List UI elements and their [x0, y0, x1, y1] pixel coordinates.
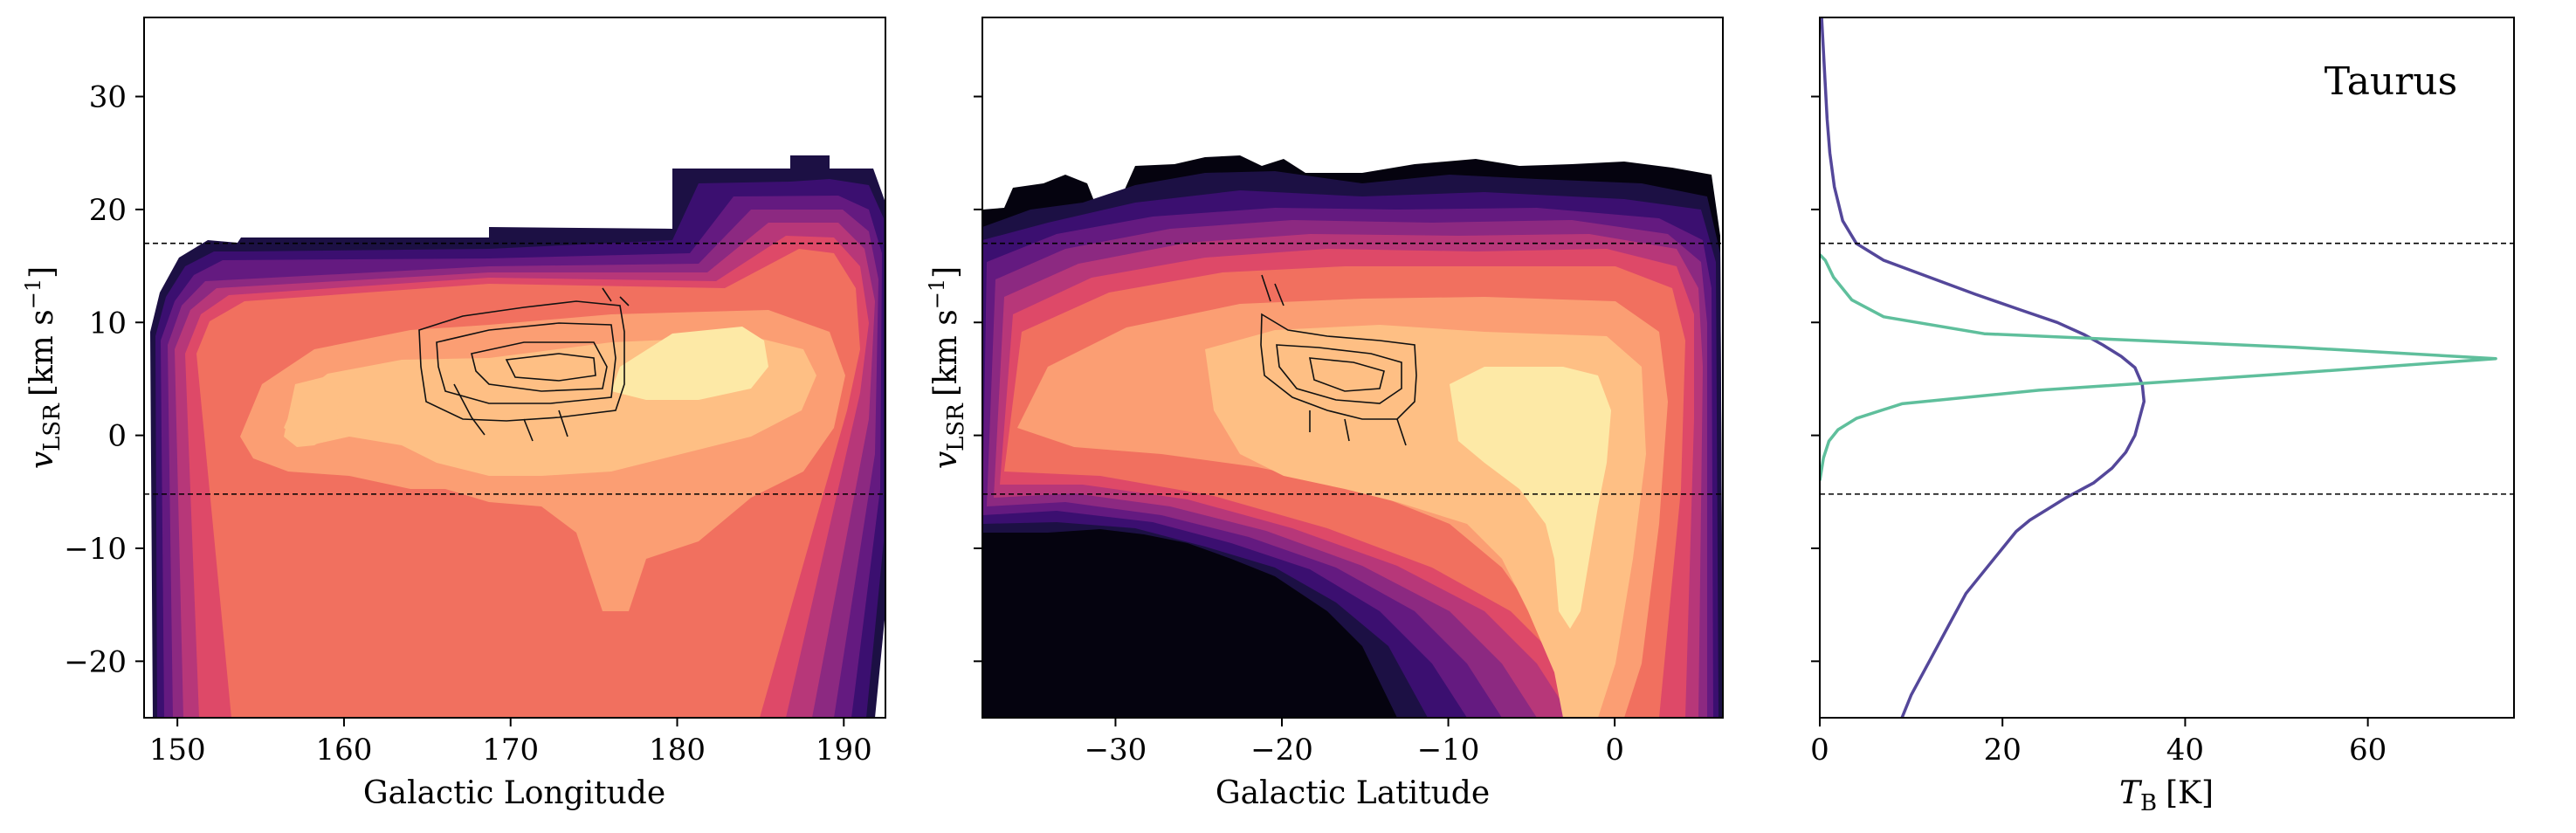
bv-xtick-label: −20	[1250, 733, 1313, 768]
lv-xtick-label: 170	[482, 733, 539, 768]
lv-ticks: 150 160 170 180 190 30 20 10 0 −10 −20	[64, 80, 872, 768]
lv-xtick-label: 150	[149, 733, 206, 768]
sp-axes-frame	[1819, 17, 2515, 719]
lv-xtick-label: 190	[816, 733, 872, 768]
bv-xtick-label: −10	[1417, 733, 1480, 768]
bv-ylabel: vLSR[km s−1]	[925, 266, 969, 469]
lv-ytick-label: 10	[89, 306, 127, 341]
lv-level-10	[611, 327, 768, 400]
spectrum-line-1	[1820, 17, 2146, 718]
sp-xlabel: TB [K]	[2119, 775, 2214, 816]
panel-latitude-velocity: −30 −20 −10 0 Galactic Latitude vLSR[km s−1…	[925, 17, 1724, 811]
region-annotation: Taurus	[2325, 59, 2457, 104]
lv-ylabel: vLSR[km s−1]	[21, 266, 65, 469]
lv-xlabel: Galactic Longitude	[363, 775, 665, 811]
panel-longitude-velocity: 150 160 170 180 190 30 20 10 0 −10 −20 Galactic Lo…	[21, 17, 886, 811]
spectrum-series	[1820, 17, 2497, 718]
lv-axes-frame	[143, 17, 886, 719]
bv-xtick-label: −30	[1085, 733, 1147, 768]
lv-level-9b	[284, 377, 341, 447]
lv-ytick-label: 20	[89, 193, 127, 228]
bv-level-11	[1450, 367, 1611, 629]
sp-xtick-label: 20	[1984, 733, 2022, 768]
bv-contours	[1260, 274, 1417, 446]
panel-spectrum: 0 20 40 60 Taurus TB [K]	[1810, 17, 2515, 816]
bv-ticks: −30 −20 −10 0	[974, 95, 1624, 768]
sp-hlines	[1820, 242, 2514, 495]
lv-ytick-label: −10	[64, 532, 127, 567]
lv-hlines	[144, 242, 885, 495]
lv-contours	[418, 287, 630, 442]
bv-xtick-label: 0	[1605, 733, 1624, 768]
bv-hlines	[982, 242, 1723, 495]
sp-xtick-label: 0	[1810, 733, 1829, 768]
bv-xlabel: Galactic Latitude	[1216, 775, 1490, 811]
sp-xtick-label: 40	[2166, 733, 2204, 768]
lv-ytick-label: 0	[107, 419, 127, 454]
spectrum-line-2	[1820, 253, 2497, 481]
lv-heatmap	[150, 155, 885, 718]
sp-xtick-label: 60	[2349, 733, 2387, 768]
sp-ticks: 0 20 40 60	[1810, 95, 2387, 768]
lv-ytick-label: −20	[64, 644, 127, 679]
lv-ytick-label: 30	[89, 80, 127, 115]
bv-heatmap	[982, 155, 1723, 718]
lv-xtick-label: 160	[315, 733, 372, 768]
lv-xtick-label: 180	[649, 733, 706, 768]
bv-axes-frame	[981, 17, 1724, 719]
